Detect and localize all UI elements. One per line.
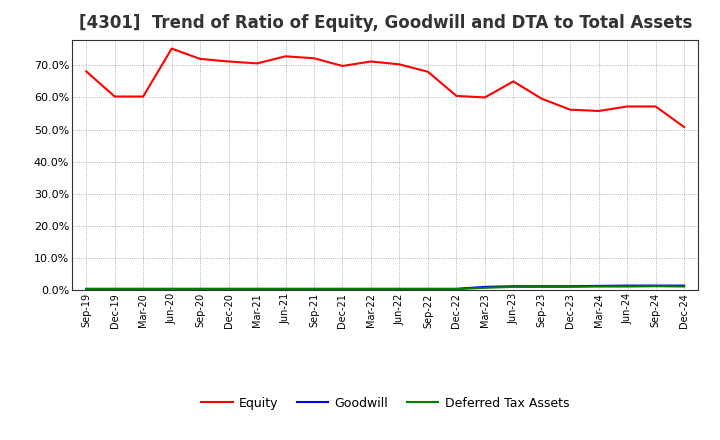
Equity [282, 54, 290, 59]
Deferred Tax Assets [423, 286, 432, 292]
Title: [4301]  Trend of Ratio of Equity, Goodwill and DTA to Total Assets: [4301] Trend of Ratio of Equity, Goodwil… [78, 15, 692, 33]
Goodwill [82, 286, 91, 291]
Deferred Tax Assets [452, 286, 461, 292]
Deferred Tax Assets [110, 286, 119, 292]
Deferred Tax Assets [480, 285, 489, 290]
Goodwill [310, 286, 318, 291]
Goodwill [196, 286, 204, 291]
Equity [167, 46, 176, 51]
Goodwill [338, 286, 347, 291]
Deferred Tax Assets [537, 284, 546, 290]
Goodwill [537, 284, 546, 289]
Equity [253, 61, 261, 66]
Equity [110, 94, 119, 99]
Goodwill [652, 283, 660, 288]
Goodwill [680, 283, 688, 288]
Goodwill [480, 284, 489, 290]
Deferred Tax Assets [395, 286, 404, 292]
Deferred Tax Assets [566, 284, 575, 290]
Equity [652, 104, 660, 109]
Equity [623, 104, 631, 109]
Equity [480, 95, 489, 100]
Equity [423, 69, 432, 74]
Goodwill [509, 284, 518, 289]
Equity [395, 62, 404, 67]
Goodwill [110, 286, 119, 291]
Goodwill [595, 283, 603, 289]
Deferred Tax Assets [680, 284, 688, 289]
Deferred Tax Assets [623, 284, 631, 289]
Line: Goodwill: Goodwill [86, 286, 684, 289]
Deferred Tax Assets [366, 286, 375, 292]
Deferred Tax Assets [167, 286, 176, 292]
Goodwill [623, 283, 631, 288]
Goodwill [395, 286, 404, 291]
Deferred Tax Assets [139, 286, 148, 292]
Equity [595, 108, 603, 114]
Deferred Tax Assets [652, 284, 660, 289]
Equity [310, 55, 318, 61]
Deferred Tax Assets [509, 284, 518, 290]
Deferred Tax Assets [196, 286, 204, 292]
Goodwill [282, 286, 290, 291]
Equity [566, 107, 575, 112]
Goodwill [566, 284, 575, 289]
Goodwill [167, 286, 176, 291]
Equity [82, 69, 91, 74]
Goodwill [253, 286, 261, 291]
Deferred Tax Assets [225, 286, 233, 292]
Deferred Tax Assets [338, 286, 347, 292]
Line: Equity: Equity [86, 48, 684, 127]
Deferred Tax Assets [253, 286, 261, 292]
Deferred Tax Assets [310, 286, 318, 292]
Equity [366, 59, 375, 64]
Goodwill [225, 286, 233, 291]
Goodwill [366, 286, 375, 291]
Line: Deferred Tax Assets: Deferred Tax Assets [86, 286, 684, 289]
Deferred Tax Assets [282, 286, 290, 292]
Equity [452, 93, 461, 99]
Goodwill [452, 286, 461, 291]
Equity [509, 79, 518, 84]
Deferred Tax Assets [595, 284, 603, 289]
Legend: Equity, Goodwill, Deferred Tax Assets: Equity, Goodwill, Deferred Tax Assets [197, 392, 574, 414]
Equity [196, 56, 204, 62]
Equity [338, 63, 347, 69]
Goodwill [423, 286, 432, 291]
Equity [225, 59, 233, 64]
Equity [537, 96, 546, 101]
Goodwill [139, 286, 148, 291]
Equity [139, 94, 148, 99]
Equity [680, 125, 688, 130]
Deferred Tax Assets [82, 286, 91, 292]
